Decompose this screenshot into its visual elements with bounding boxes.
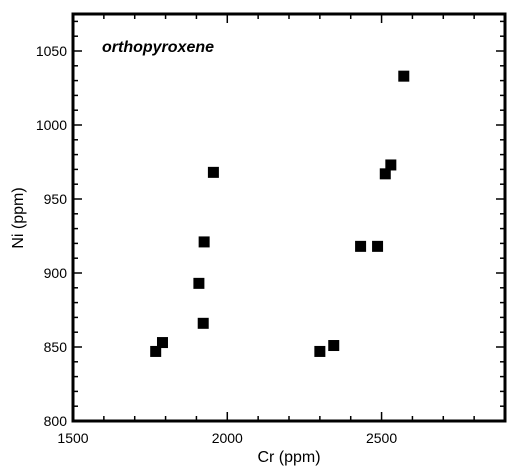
data-point [150,345,162,357]
data-point [379,168,391,180]
x-tick-label: 1500 [57,430,88,446]
data-point [197,317,209,329]
x-tick-label: 2500 [366,430,397,446]
y-tick-label: 800 [44,413,68,429]
data-point [193,277,205,289]
y-tick-label: 850 [44,339,68,355]
plot-frame [71,12,507,423]
data-point [398,70,410,82]
data-point [328,340,340,352]
data-point [372,240,384,252]
x-tick-label: 2000 [212,430,243,446]
y-axis-label: Ni (ppm) [10,187,27,248]
data-point [355,240,367,252]
data-points [150,70,410,357]
axis-ticks: 1500 2000 2500 800 850 900 950 1000 1050 [36,14,505,446]
y-tick-label: 900 [44,265,68,281]
data-point [385,159,397,171]
y-tick-label: 1000 [36,117,67,133]
x-axis-label: Cr (ppm) [257,449,320,466]
data-point [314,345,326,357]
y-tick-label: 950 [44,191,68,207]
data-point [198,236,210,248]
data-point [156,337,168,349]
y-tick-label: 1050 [36,43,67,59]
data-point [207,166,219,178]
annotation-label: orthopyroxene [102,39,214,56]
